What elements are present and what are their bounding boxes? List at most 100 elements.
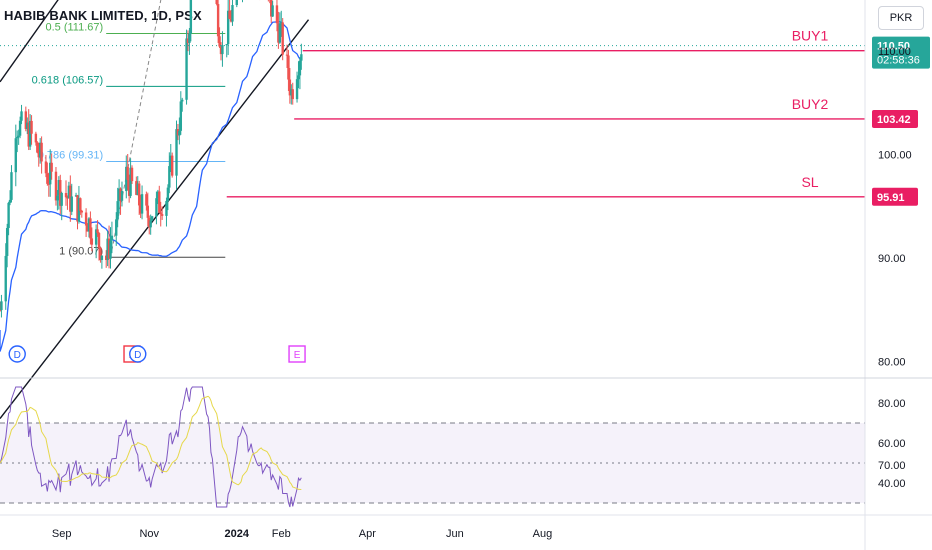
fib-level-label: 1 (90.07) <box>59 245 103 257</box>
candle-body <box>146 205 150 218</box>
candle-body <box>178 130 181 136</box>
candle-body <box>231 5 234 22</box>
candle-body <box>50 162 53 172</box>
candle-body <box>219 46 223 55</box>
candle-body <box>109 240 112 259</box>
candle-body <box>130 167 134 182</box>
candle-body <box>70 196 73 212</box>
candle-body <box>44 161 48 174</box>
fib-level-label: 0.618 (106.57) <box>32 74 104 86</box>
candle-body <box>96 229 99 234</box>
candle-body <box>37 152 40 158</box>
candle-body <box>54 171 58 201</box>
rsi-line <box>0 386 302 508</box>
candle-body <box>165 200 168 216</box>
time-tick-label: Aug <box>533 528 553 540</box>
price-tick-label: 110.00 <box>878 46 911 58</box>
candle-body <box>278 23 282 43</box>
candle-body <box>297 75 300 80</box>
price-tag-sl <box>872 187 918 206</box>
horizontal-levels[interactable]: TP120.38BUY1110.01BUY2103.42SL95.91110.5… <box>0 0 930 206</box>
candlestick-series <box>0 0 303 318</box>
candle-body <box>176 129 180 136</box>
candle-body <box>160 214 164 216</box>
candle-body <box>271 5 274 17</box>
price-tag-label: 95.91 <box>877 192 905 204</box>
candle-body <box>49 162 52 185</box>
candle-body <box>145 194 148 206</box>
moving-average <box>0 20 302 352</box>
event-markers[interactable]: DEDE <box>8 345 306 363</box>
candle-body <box>300 54 303 61</box>
candle-body <box>229 18 233 22</box>
candle-body <box>155 198 158 217</box>
candle-body <box>27 122 30 147</box>
candle-body <box>8 199 12 203</box>
candle-body <box>125 166 128 192</box>
candle-body <box>221 45 224 55</box>
candle-body <box>14 138 17 173</box>
candle-body <box>76 195 79 222</box>
candle-body <box>107 238 111 259</box>
candle-body <box>149 220 152 228</box>
candle-body <box>148 217 151 228</box>
level-label-buy1: BUY1 <box>792 28 829 44</box>
candle-body <box>166 187 170 201</box>
channel-upper-line <box>0 0 59 83</box>
candle-body <box>290 89 293 96</box>
candle-body <box>84 212 88 226</box>
dividend-event-icon <box>129 345 147 363</box>
event-marker-label: E <box>294 350 301 361</box>
candle-body <box>140 194 144 214</box>
rsi-tick-label: 80.00 <box>878 398 906 410</box>
candle-body <box>34 133 38 143</box>
candle-body <box>277 23 280 43</box>
candle-body <box>38 142 42 158</box>
candle-body <box>287 55 290 80</box>
candle-body <box>66 197 69 199</box>
candle-body <box>79 198 82 211</box>
candle-body <box>129 167 132 196</box>
candle-body <box>16 136 19 139</box>
candle-body <box>0 301 3 311</box>
candle-body <box>17 135 20 137</box>
candle-body <box>120 191 124 201</box>
time-tick-label: Feb <box>272 528 291 540</box>
candle-body <box>136 183 139 195</box>
candle-body <box>99 247 102 260</box>
candle-body <box>280 22 283 24</box>
channel-lower-line <box>0 19 310 420</box>
price-tick-label: 80.00 <box>878 357 906 369</box>
candle-body <box>20 111 23 121</box>
sma-line <box>0 20 302 352</box>
candle-body <box>115 219 118 236</box>
candle-body <box>5 227 9 256</box>
candle-body <box>288 79 292 96</box>
candle-body <box>74 195 78 197</box>
trend-channel[interactable] <box>0 0 310 420</box>
candle-body <box>7 202 10 228</box>
candle-body <box>159 212 162 215</box>
candle-body <box>137 183 141 206</box>
candle-body <box>30 120 33 134</box>
candle-body <box>285 54 289 56</box>
candle-body <box>168 166 171 188</box>
price-tick-label: 90.00 <box>878 253 906 265</box>
rsi-tick-label: 60.00 <box>878 438 906 450</box>
candle-body <box>24 111 28 130</box>
fib-level-label: 0.786 (99.31) <box>38 150 103 162</box>
time-tick-label: 2024 <box>225 528 250 540</box>
price-tag-buy2 <box>872 109 918 128</box>
candle-body <box>281 22 284 55</box>
candle-body <box>0 309 2 311</box>
fibonacci-retracement[interactable]: 0 (133.28)0.5 (111.67)0.618 (106.57)0.78… <box>32 0 226 258</box>
fib-level-label: 0.5 (111.67) <box>46 21 104 33</box>
candle-body <box>57 180 61 196</box>
level-label-buy2: BUY2 <box>792 96 829 112</box>
candle-body <box>67 185 71 199</box>
currency-button[interactable]: PKR <box>878 6 924 30</box>
candle-body <box>100 255 104 260</box>
candle-body <box>158 191 161 213</box>
candle-body <box>90 238 94 245</box>
